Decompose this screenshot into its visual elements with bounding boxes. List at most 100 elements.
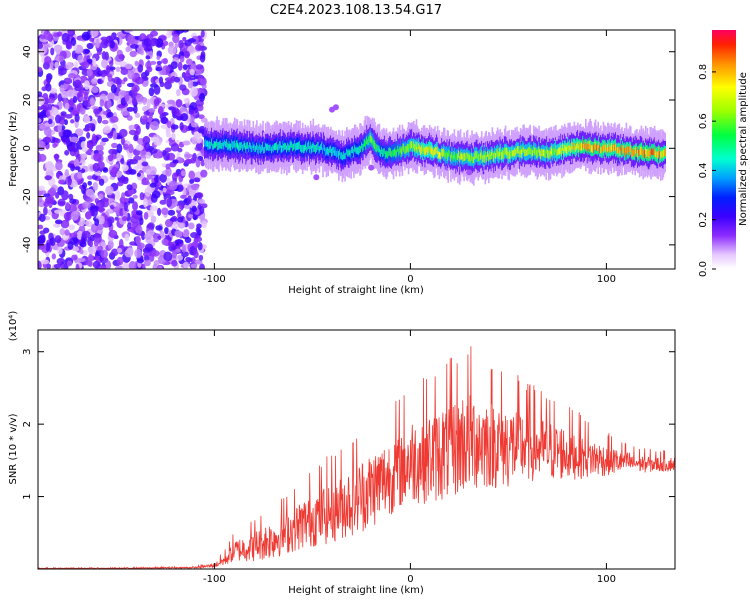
ridge-cell bbox=[525, 149, 528, 156]
ridge-cell bbox=[256, 144, 259, 154]
ridge-cell bbox=[335, 147, 338, 156]
noise-cell bbox=[105, 260, 112, 269]
ridge-cell bbox=[458, 150, 460, 158]
ridge-cell bbox=[488, 153, 490, 162]
noise-cell bbox=[78, 84, 84, 93]
ridge-cell bbox=[274, 142, 277, 151]
noise-cell bbox=[156, 207, 162, 217]
noise-cell bbox=[81, 31, 91, 41]
ridge-cell bbox=[642, 149, 644, 159]
ridge-cell bbox=[603, 145, 606, 153]
noise-cell bbox=[115, 265, 124, 269]
ridge-cell bbox=[216, 139, 218, 147]
noise-cell bbox=[82, 182, 88, 190]
noise-cell bbox=[151, 190, 161, 199]
ridge-cell bbox=[475, 151, 478, 159]
ridge-cell bbox=[616, 147, 619, 155]
ridge-cell bbox=[654, 149, 657, 158]
colorbar-tick-label: 0.8 bbox=[698, 64, 709, 80]
noise-cell bbox=[67, 162, 74, 168]
ridge-cell bbox=[522, 146, 525, 153]
ridge-cell bbox=[457, 153, 459, 160]
noise-cell bbox=[146, 98, 151, 109]
ridge-cell bbox=[233, 141, 235, 148]
ridge-cell bbox=[535, 147, 538, 156]
noise-cell bbox=[93, 238, 100, 247]
spectrogram-ytick-label: 40 bbox=[22, 45, 33, 58]
ridge-cell bbox=[571, 145, 574, 153]
noise-cell bbox=[56, 31, 63, 37]
noise-cell bbox=[191, 205, 197, 213]
ridge-cell bbox=[539, 148, 541, 156]
noise-cell bbox=[63, 119, 69, 126]
noise-cell bbox=[90, 30, 99, 38]
ridge-cell bbox=[474, 151, 477, 160]
ridge-cell bbox=[422, 143, 425, 152]
ridge-cell bbox=[532, 145, 535, 153]
ridge-cell bbox=[278, 143, 280, 151]
ridge-cell bbox=[325, 148, 328, 156]
noise-cell bbox=[145, 151, 152, 159]
noise-cell bbox=[38, 260, 42, 269]
ridge-cell bbox=[252, 141, 255, 149]
noise-cell bbox=[65, 61, 73, 70]
noise-cell bbox=[135, 144, 144, 151]
ridge-cell bbox=[506, 147, 509, 156]
ridge-cell bbox=[368, 136, 370, 146]
ridge-cell bbox=[471, 153, 473, 161]
noise-cell bbox=[193, 239, 199, 248]
ridge-cell bbox=[573, 142, 576, 150]
noise-cell bbox=[149, 60, 157, 65]
noise-cell bbox=[86, 175, 94, 180]
noise-cell bbox=[198, 254, 204, 261]
ridge-cell bbox=[575, 145, 577, 152]
ridge-cell bbox=[463, 152, 465, 161]
noise-cell bbox=[164, 147, 172, 153]
ridge-cell bbox=[553, 147, 555, 155]
noise-cell bbox=[183, 50, 190, 59]
noise-cell bbox=[116, 78, 122, 85]
noise-cell bbox=[189, 86, 198, 97]
noise-cell bbox=[72, 95, 78, 104]
ridge-cell bbox=[374, 140, 376, 150]
noise-cell bbox=[155, 38, 164, 48]
ridge-cell bbox=[605, 144, 607, 152]
ridge-cell bbox=[297, 142, 300, 150]
noise-cell bbox=[171, 132, 176, 141]
noise-cell bbox=[164, 227, 169, 235]
noise-cell bbox=[191, 137, 197, 145]
ridge-cell bbox=[607, 144, 609, 152]
ridge-cell bbox=[268, 145, 270, 152]
noise-cell bbox=[58, 67, 67, 76]
noise-cell bbox=[76, 104, 82, 111]
noise-cell bbox=[141, 161, 149, 167]
noise-cell bbox=[174, 230, 183, 238]
noise-cell bbox=[71, 254, 78, 261]
ridge-cell bbox=[505, 147, 508, 155]
ridge-cell bbox=[469, 155, 472, 163]
noise-cell bbox=[101, 137, 109, 143]
noise-cell bbox=[136, 125, 141, 135]
ridge-cell bbox=[636, 147, 638, 154]
ridge-cell bbox=[273, 143, 276, 150]
ridge-cell bbox=[351, 147, 353, 154]
noise-cell bbox=[121, 216, 128, 222]
ridge-cell bbox=[352, 146, 354, 154]
ridge-cell bbox=[419, 145, 421, 153]
noise-cell bbox=[153, 98, 160, 107]
noise-cell bbox=[134, 248, 142, 258]
noise-cell bbox=[97, 161, 105, 170]
ridge-cell bbox=[441, 148, 443, 156]
noise-cell bbox=[54, 235, 62, 244]
noise-cell bbox=[54, 219, 63, 225]
ridge-cell bbox=[502, 150, 504, 159]
noise-cell bbox=[52, 142, 58, 148]
noise-cell bbox=[149, 182, 157, 188]
noise-cell bbox=[53, 44, 63, 53]
noise-cell bbox=[188, 257, 193, 263]
noise-cell bbox=[184, 159, 193, 164]
noise-cell bbox=[181, 244, 187, 253]
ridge-cell bbox=[230, 143, 233, 151]
noise-cell bbox=[176, 254, 184, 261]
ridge-cell bbox=[211, 143, 214, 150]
